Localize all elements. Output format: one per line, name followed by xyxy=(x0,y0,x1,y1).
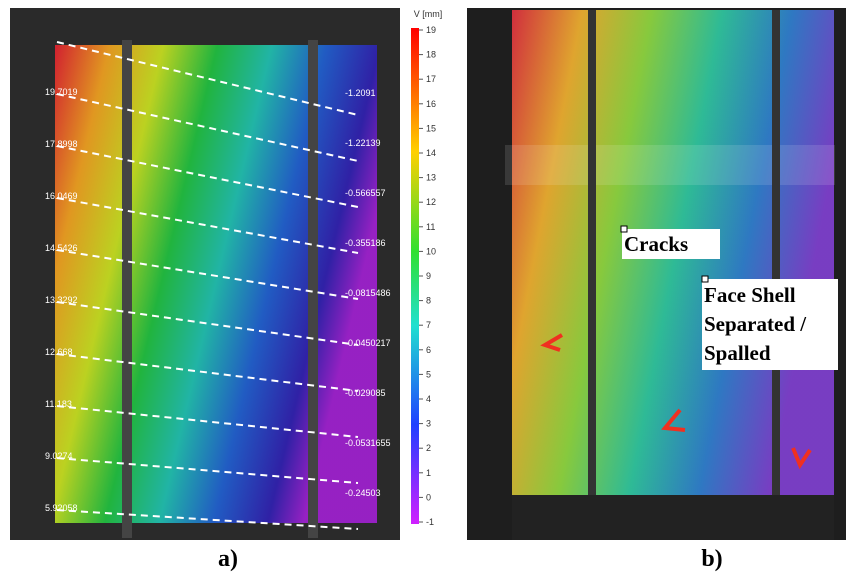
dashed-line xyxy=(56,197,359,254)
dashed-line xyxy=(56,93,359,162)
colorbar-tick-label: -1 xyxy=(426,517,434,527)
dashed-line xyxy=(56,353,359,392)
annotation-line: Spalled xyxy=(704,341,771,365)
colorbar xyxy=(411,28,419,524)
right-label: -0.355186 xyxy=(345,238,386,248)
colorbar-tick-label: 15 xyxy=(426,123,436,133)
bar xyxy=(122,40,132,538)
dashed-line xyxy=(56,405,359,438)
left-label: 17.8998 xyxy=(45,139,78,149)
annotation-line: Separated / xyxy=(704,312,807,336)
colorbar-tick-label: 3 xyxy=(426,419,431,429)
colorbar-tick-label: 14 xyxy=(426,148,436,158)
colorbar-tick-label: 5 xyxy=(426,369,431,379)
caption: b) xyxy=(701,546,722,572)
marker xyxy=(701,275,709,283)
arrow xyxy=(661,408,686,432)
right-label: -0.0531655 xyxy=(345,438,391,448)
colorbar-tick-label: 10 xyxy=(426,246,436,256)
bar xyxy=(308,40,318,538)
left-label: 12.668 xyxy=(45,347,73,357)
dashed-line xyxy=(56,457,359,484)
base xyxy=(512,495,834,540)
colorbar-tick-label: 11 xyxy=(426,222,435,232)
right-label: -0.24503 xyxy=(345,488,381,498)
colorbar-tick-label: 19 xyxy=(426,25,436,35)
contour-b xyxy=(512,10,834,510)
colorbar-tick-label: 1 xyxy=(426,468,431,478)
left-label: 13.3292 xyxy=(45,295,78,305)
ledge xyxy=(505,145,835,185)
dashed-line xyxy=(56,145,359,208)
colorbar-tick-label: 6 xyxy=(426,345,431,355)
annotation-box xyxy=(702,279,838,370)
colorbar-tick-label: 9 xyxy=(426,271,431,281)
colorbar-tick-label: 12 xyxy=(426,197,436,207)
annotation-box xyxy=(622,229,720,259)
colorbar-tick-label: 17 xyxy=(426,74,436,84)
dashed-lines xyxy=(56,41,359,530)
contour-a xyxy=(55,45,377,523)
left-label: 5.92058 xyxy=(45,503,78,513)
colorbar-tick-label: 0 xyxy=(426,492,431,502)
colorbar-title: V [mm] xyxy=(414,9,443,19)
colorbar-bg xyxy=(400,8,455,540)
arrow xyxy=(791,447,812,470)
colorbar-tick-label: 16 xyxy=(426,99,436,109)
annotation: Cracks xyxy=(624,232,688,256)
right-label: -0.566557 xyxy=(345,188,386,198)
colorbar-tick-label: 18 xyxy=(426,50,436,60)
colorbar-tick-label: 2 xyxy=(426,443,431,453)
right-label: -0.029085 xyxy=(345,388,386,398)
right-label: -0.0815486 xyxy=(345,288,391,298)
colorbar-tick-label: 8 xyxy=(426,296,431,306)
caption: a) xyxy=(218,546,238,572)
bar xyxy=(772,10,780,535)
dashed-line xyxy=(56,509,359,530)
colorbar-tick-label: 13 xyxy=(426,173,436,183)
dashed-line xyxy=(56,249,359,300)
left-label: 16.0469 xyxy=(45,191,78,201)
left-label: 9.0274 xyxy=(45,451,73,461)
left-label: 19.7019 xyxy=(45,87,78,97)
right-label: -1.2091 xyxy=(345,88,376,98)
colorbar-tick-label: 7 xyxy=(426,320,431,330)
marker xyxy=(620,225,628,233)
arrow xyxy=(540,333,564,352)
annotation-line: Face Shell xyxy=(704,283,796,307)
right-label: -0.0450217 xyxy=(345,338,391,348)
dashed-line xyxy=(56,41,359,116)
left-label: 11.183 xyxy=(45,399,72,409)
dashed-line xyxy=(56,301,359,346)
colorbar-tick-label: 4 xyxy=(426,394,431,404)
right-label: -1.22139 xyxy=(345,138,381,148)
bar xyxy=(588,10,596,535)
left-label: 14.5426 xyxy=(45,243,78,253)
value-labels: 19.7019 17.8998 16.0469 14.5426 13.3292 12.66… xyxy=(45,87,391,513)
